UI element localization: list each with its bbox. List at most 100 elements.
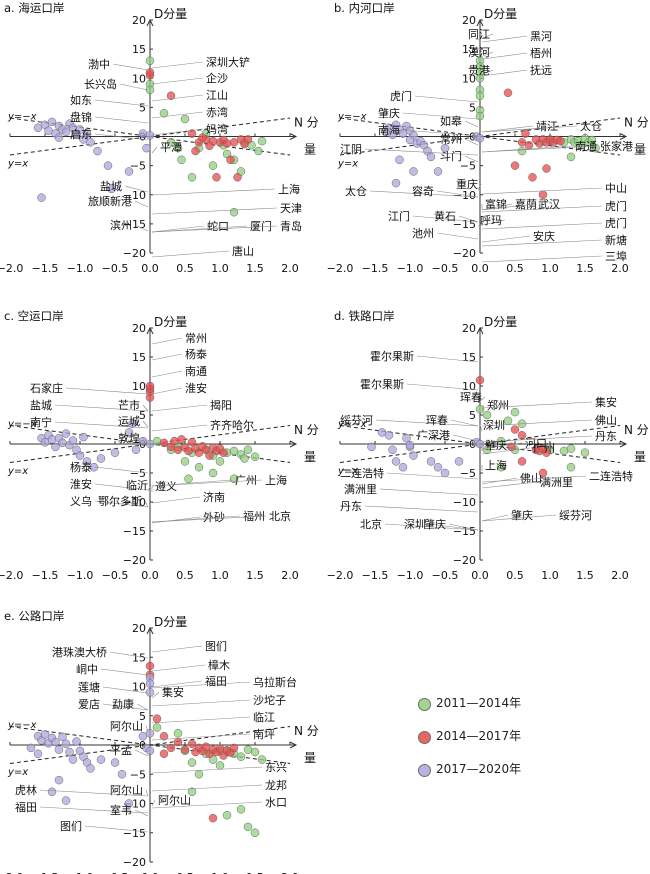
data-point bbox=[250, 747, 260, 757]
y-tick-label: −10 bbox=[123, 496, 146, 509]
data-point bbox=[107, 184, 116, 194]
data-point bbox=[173, 143, 183, 153]
annotation-leader bbox=[151, 387, 183, 395]
x-tick-label: 2.0 bbox=[281, 262, 299, 275]
data-point bbox=[542, 164, 551, 173]
data-point bbox=[86, 764, 95, 773]
point-annotation: 南宁 bbox=[30, 415, 52, 429]
y-tick-label: −20 bbox=[123, 856, 146, 869]
point-annotation: 满洲里 bbox=[344, 483, 377, 496]
annotation-leader bbox=[481, 239, 603, 247]
data-point bbox=[257, 755, 267, 764]
data-point bbox=[566, 462, 576, 472]
point-annotation: 盐城 bbox=[100, 180, 122, 193]
annotation-leader bbox=[151, 699, 251, 707]
x-tick-label: 1.5 bbox=[246, 262, 264, 275]
point-annotation: 旅顺新港 bbox=[88, 194, 132, 208]
point-annotation: 广深港 bbox=[417, 429, 450, 442]
data-point bbox=[93, 146, 102, 156]
data-point bbox=[124, 167, 134, 176]
data-point bbox=[222, 139, 232, 148]
y-tick-label: 20 bbox=[132, 622, 146, 635]
x-tick-label: 2.0 bbox=[611, 569, 629, 582]
point-annotation: 丹东 bbox=[595, 430, 617, 443]
annotation-leader bbox=[481, 514, 509, 522]
chart-title: a. 海运口岸 bbox=[4, 1, 64, 15]
data-point bbox=[110, 448, 120, 457]
data-point bbox=[184, 474, 193, 484]
data-point bbox=[219, 448, 228, 457]
ref-line-label: y=−x bbox=[7, 112, 37, 123]
data-point bbox=[528, 173, 537, 182]
point-annotation: 漠河 bbox=[468, 46, 490, 59]
point-annotation: 靖江 bbox=[536, 120, 558, 133]
y-tick-label: 10 bbox=[132, 380, 146, 393]
annotation-leader bbox=[151, 516, 201, 524]
data-point bbox=[475, 91, 485, 100]
x-axis-label: 量 bbox=[304, 751, 316, 765]
annotation-leader bbox=[102, 686, 149, 694]
x-axis-label: 量 bbox=[634, 450, 646, 464]
point-annotation: 嘉荫 bbox=[515, 197, 537, 211]
x-tick-label: 1.5 bbox=[576, 262, 594, 275]
data-point bbox=[205, 141, 214, 151]
data-point bbox=[72, 737, 81, 746]
point-annotation: 爱店 bbox=[78, 697, 100, 711]
data-point bbox=[152, 714, 162, 723]
data-point bbox=[65, 747, 74, 757]
annotation-leader bbox=[151, 337, 183, 345]
y-tick-label: −5 bbox=[460, 160, 476, 173]
annotation-leader bbox=[452, 434, 479, 442]
point-annotation: 临江 bbox=[253, 710, 275, 724]
annotation-leader bbox=[436, 190, 479, 198]
y-tick-label: −15 bbox=[123, 525, 146, 538]
point-annotation: 临沂 bbox=[126, 478, 148, 492]
data-point bbox=[475, 74, 485, 83]
y-tick-label: 10 bbox=[132, 681, 146, 694]
annotation-leader bbox=[364, 148, 479, 156]
point-annotation: 贵港 bbox=[468, 64, 490, 77]
data-point bbox=[405, 135, 415, 145]
point-annotation: 常州 bbox=[440, 133, 462, 146]
data-point bbox=[177, 155, 186, 165]
annotation-leader bbox=[477, 219, 506, 227]
data-point bbox=[159, 731, 169, 741]
point-annotation: 肇庆 bbox=[511, 508, 533, 522]
y-axis-label: D分量 bbox=[154, 615, 187, 629]
data-point bbox=[173, 729, 183, 738]
x-tick-label: −1.5 bbox=[32, 262, 59, 275]
annotation-leader bbox=[428, 523, 479, 531]
annotation-leader bbox=[119, 83, 149, 91]
data-point bbox=[145, 679, 155, 688]
point-annotation: 齐齐哈尔 bbox=[210, 418, 254, 432]
legend-label: 2017—2020年 bbox=[436, 762, 522, 776]
y-tick-label: 15 bbox=[462, 43, 476, 56]
data-point bbox=[187, 173, 197, 182]
point-annotation: 芒市 bbox=[118, 398, 140, 412]
point-annotation: 广州 bbox=[235, 474, 257, 487]
x-tick-label: 0.0 bbox=[141, 871, 159, 874]
point-annotation: 图们 bbox=[205, 639, 227, 653]
point-annotation: 阿尔山 bbox=[110, 784, 143, 797]
data-point bbox=[187, 129, 197, 138]
data-point bbox=[257, 136, 267, 146]
point-annotation: 樟木 bbox=[208, 658, 230, 672]
data-point bbox=[194, 770, 204, 779]
annotation-leader bbox=[477, 183, 482, 191]
annotation-leader bbox=[142, 404, 149, 412]
point-annotation: 蛇口 bbox=[207, 219, 229, 233]
annotation-leader bbox=[481, 435, 593, 443]
data-point bbox=[388, 445, 397, 455]
data-point bbox=[33, 749, 43, 759]
x-axis-arrow bbox=[619, 440, 628, 448]
point-annotation: 武汉 bbox=[538, 198, 560, 211]
y-tick-label: 5 bbox=[139, 409, 146, 422]
data-point bbox=[243, 445, 253, 455]
annotation-leader bbox=[151, 496, 201, 504]
chart-panel: b. 内河口岸 D分量 N 分量 −2.0 −1.5 −1.0 −0.5 0.0 0.5 1.0 1… bbox=[327, 1, 649, 275]
annotation-leader bbox=[477, 396, 486, 404]
annotation-leader bbox=[102, 703, 149, 711]
point-annotation: 梧州 bbox=[530, 46, 552, 60]
annotation-leader bbox=[151, 146, 158, 154]
point-annotation: 室韦 bbox=[110, 803, 132, 817]
